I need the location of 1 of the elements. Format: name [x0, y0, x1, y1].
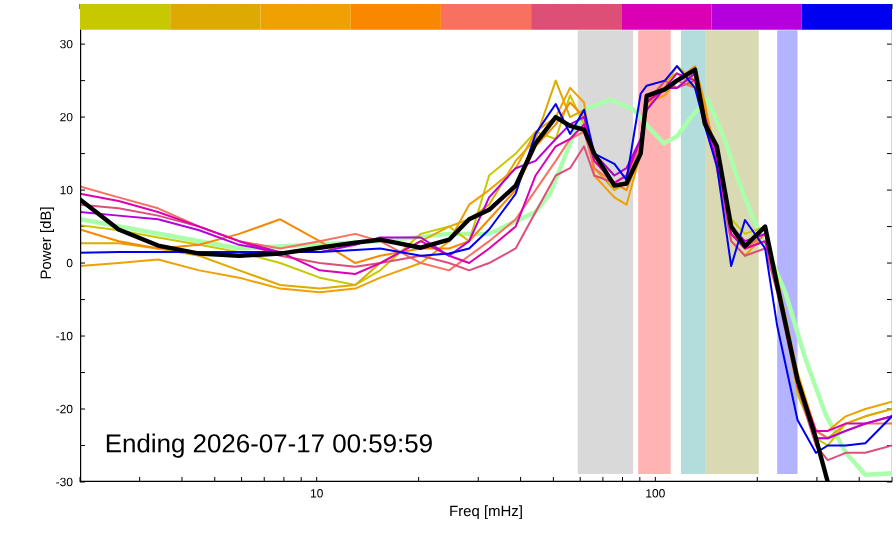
annotation: Ending 2026-07-17 00:59:59 — [106, 433, 432, 458]
